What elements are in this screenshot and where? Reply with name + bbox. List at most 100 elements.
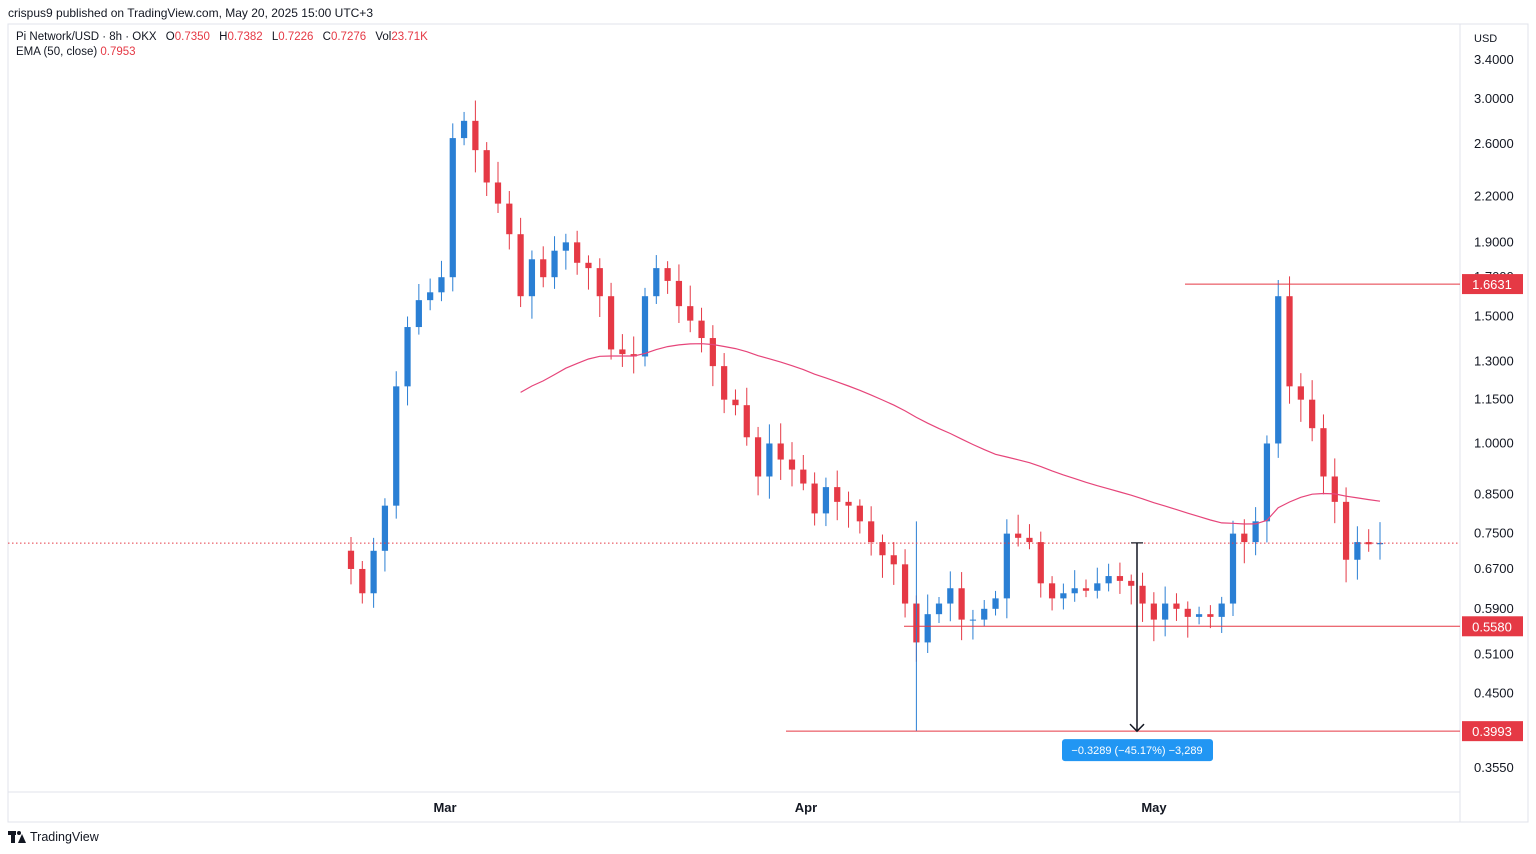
candle-body	[1263, 443, 1271, 522]
high-value: 0.7382	[227, 31, 263, 43]
ema-row: EMA (50, close) 0.7953	[16, 45, 428, 60]
price-axis-ticks: 3.40003.00002.60002.20001.90001.70001.50…	[1474, 52, 1514, 775]
candle-body	[1297, 386, 1304, 400]
measure-label: −0.3289 (−45.17%) −3,289	[1071, 745, 1202, 757]
candle-body	[427, 292, 434, 301]
candle-body	[924, 614, 931, 643]
currency-label: USD	[1474, 33, 1497, 45]
candle-body	[1150, 603, 1157, 620]
candle-body	[901, 564, 909, 604]
candle-body	[641, 296, 649, 357]
candle-body	[1241, 533, 1248, 543]
candle-body	[551, 250, 558, 278]
candle-body	[1207, 614, 1214, 617]
price-tick-label: 0.8500	[1474, 486, 1514, 501]
candle-body	[732, 399, 739, 406]
price-tick-label: 3.4000	[1474, 52, 1514, 67]
high-label: H	[219, 31, 228, 43]
candle-body	[1094, 583, 1101, 591]
chart-legend: Pi Network/USD · 8h · OKX O0.7350 H0.738…	[16, 30, 428, 60]
plot-frame	[7, 23, 1529, 823]
price-tick-label: 0.7500	[1474, 526, 1514, 541]
candle-body	[404, 327, 411, 387]
candle-body	[574, 242, 581, 263]
ohlc-row: Pi Network/USD · 8h · OKX O0.7350 H0.738…	[16, 30, 428, 45]
candle-body	[1037, 542, 1044, 584]
candle-body	[494, 182, 502, 204]
candle-body	[664, 268, 671, 281]
candle-body	[1320, 428, 1327, 477]
price-tick-label: 2.6000	[1474, 136, 1514, 151]
candle-body	[1162, 603, 1169, 620]
candle-body	[607, 296, 615, 350]
candle-body	[788, 459, 796, 470]
level-badge-label: 0.5580	[1472, 619, 1512, 634]
volume-value: 23.71K	[391, 31, 428, 43]
candle-body	[845, 501, 852, 506]
level-badge	[1462, 616, 1523, 637]
price-range-measure: −0.3289 (−45.17%) −3,289	[1062, 542, 1213, 762]
candle-body	[992, 598, 999, 609]
candle-body	[766, 443, 773, 477]
volume-label: Vol	[375, 31, 392, 43]
candle-body	[1116, 576, 1124, 581]
price-tick-label: 2.2000	[1474, 188, 1514, 203]
low-value: 0.7226	[278, 31, 314, 43]
candle-body	[1184, 608, 1191, 617]
candle-body	[1252, 521, 1259, 543]
candle-body	[721, 366, 728, 400]
candle-body	[359, 568, 366, 594]
candle-body	[562, 242, 569, 251]
candle-body	[449, 138, 456, 278]
candle-body	[483, 150, 490, 183]
level-badge-label: 1.6631	[1472, 277, 1512, 292]
candle-body	[777, 443, 784, 460]
candle-body	[981, 608, 988, 620]
ema-value: 0.7953	[100, 46, 136, 58]
candle-body	[890, 555, 897, 565]
candle-body	[958, 588, 965, 620]
candle-body	[1048, 583, 1056, 599]
price-tick-label: 0.4500	[1474, 686, 1514, 701]
candle-body	[472, 120, 479, 151]
candle-body	[596, 268, 603, 297]
candle-body	[1195, 614, 1203, 617]
candle-body	[698, 320, 705, 339]
candle-body	[1218, 603, 1225, 617]
price-tick-label: 0.5900	[1474, 601, 1514, 616]
candle-body	[822, 487, 830, 514]
measure-label-box	[1062, 739, 1213, 762]
time-tick-label: Mar	[433, 800, 456, 815]
published-caption: crispus9 published on TradingView.com, M…	[8, 6, 373, 20]
candle-body	[370, 550, 377, 594]
price-tick-label: 1.5000	[1474, 308, 1514, 323]
candle-body	[947, 588, 954, 604]
time-tick-label: May	[1141, 800, 1167, 815]
candles	[347, 100, 1384, 732]
candle-body	[438, 277, 445, 293]
price-tick-label: 0.6700	[1474, 561, 1514, 576]
candle-body	[1309, 399, 1316, 429]
candle-body	[811, 483, 818, 514]
candle-body	[1003, 533, 1010, 599]
candle-body	[517, 234, 524, 297]
tradingview-logo-icon	[8, 831, 26, 843]
price-tick-label: 0.5100	[1474, 646, 1514, 661]
candle-body	[1286, 296, 1293, 387]
ema-label[interactable]: EMA (50, close)	[16, 46, 98, 58]
candle-body	[540, 259, 547, 278]
price-tick-label: 0.3550	[1474, 760, 1514, 775]
candle-body	[687, 306, 694, 321]
candle-body	[675, 280, 683, 307]
candle-body	[653, 268, 660, 297]
symbol-name[interactable]: Pi Network/USD · 8h · OKX	[16, 31, 157, 43]
candle-body	[585, 262, 592, 269]
price-tick-label: 1.1500	[1474, 392, 1514, 407]
candle-body	[1354, 542, 1361, 560]
candle-body	[1139, 585, 1146, 604]
candle-body	[1026, 537, 1033, 543]
level-badge	[1462, 721, 1523, 742]
candle-body	[1105, 576, 1112, 584]
candle-body	[800, 469, 807, 484]
